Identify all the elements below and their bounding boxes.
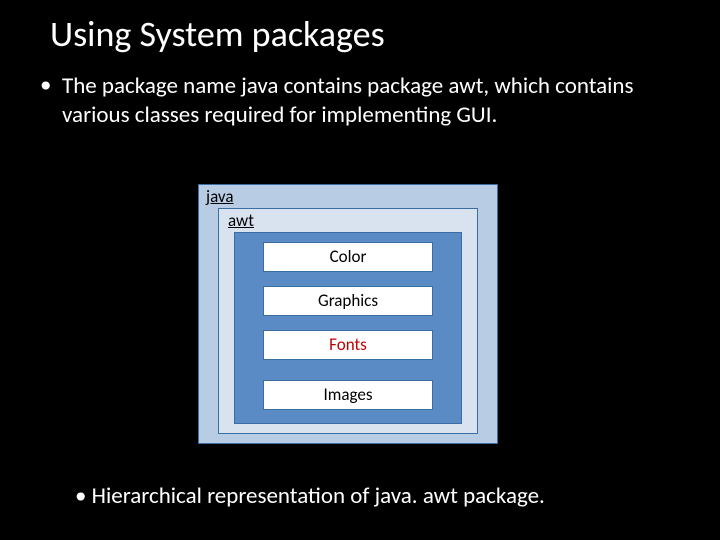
bullet-1-text: The package name java contains package a… (40, 72, 680, 130)
class-box-graphics: Graphics (263, 286, 433, 316)
bullet-2-text: Hierarchical representation of java. awt… (92, 482, 545, 510)
bullet-2: • Hierarchical representation of java. a… (0, 482, 585, 510)
java-label: java (206, 186, 234, 207)
bullet-1: • The package name java contains package… (0, 56, 720, 129)
bullet-marker-2: • (75, 482, 86, 510)
class-box-color: Color (263, 242, 433, 272)
slide-title: Using System packages (0, 0, 720, 56)
class-box-fonts: Fonts (263, 330, 433, 360)
class-box-images: Images (263, 380, 433, 410)
awt-label: awt (228, 210, 254, 231)
package-diagram: java awt Color Graphics Fonts Images (198, 184, 498, 444)
bullet-marker: • (40, 71, 51, 100)
